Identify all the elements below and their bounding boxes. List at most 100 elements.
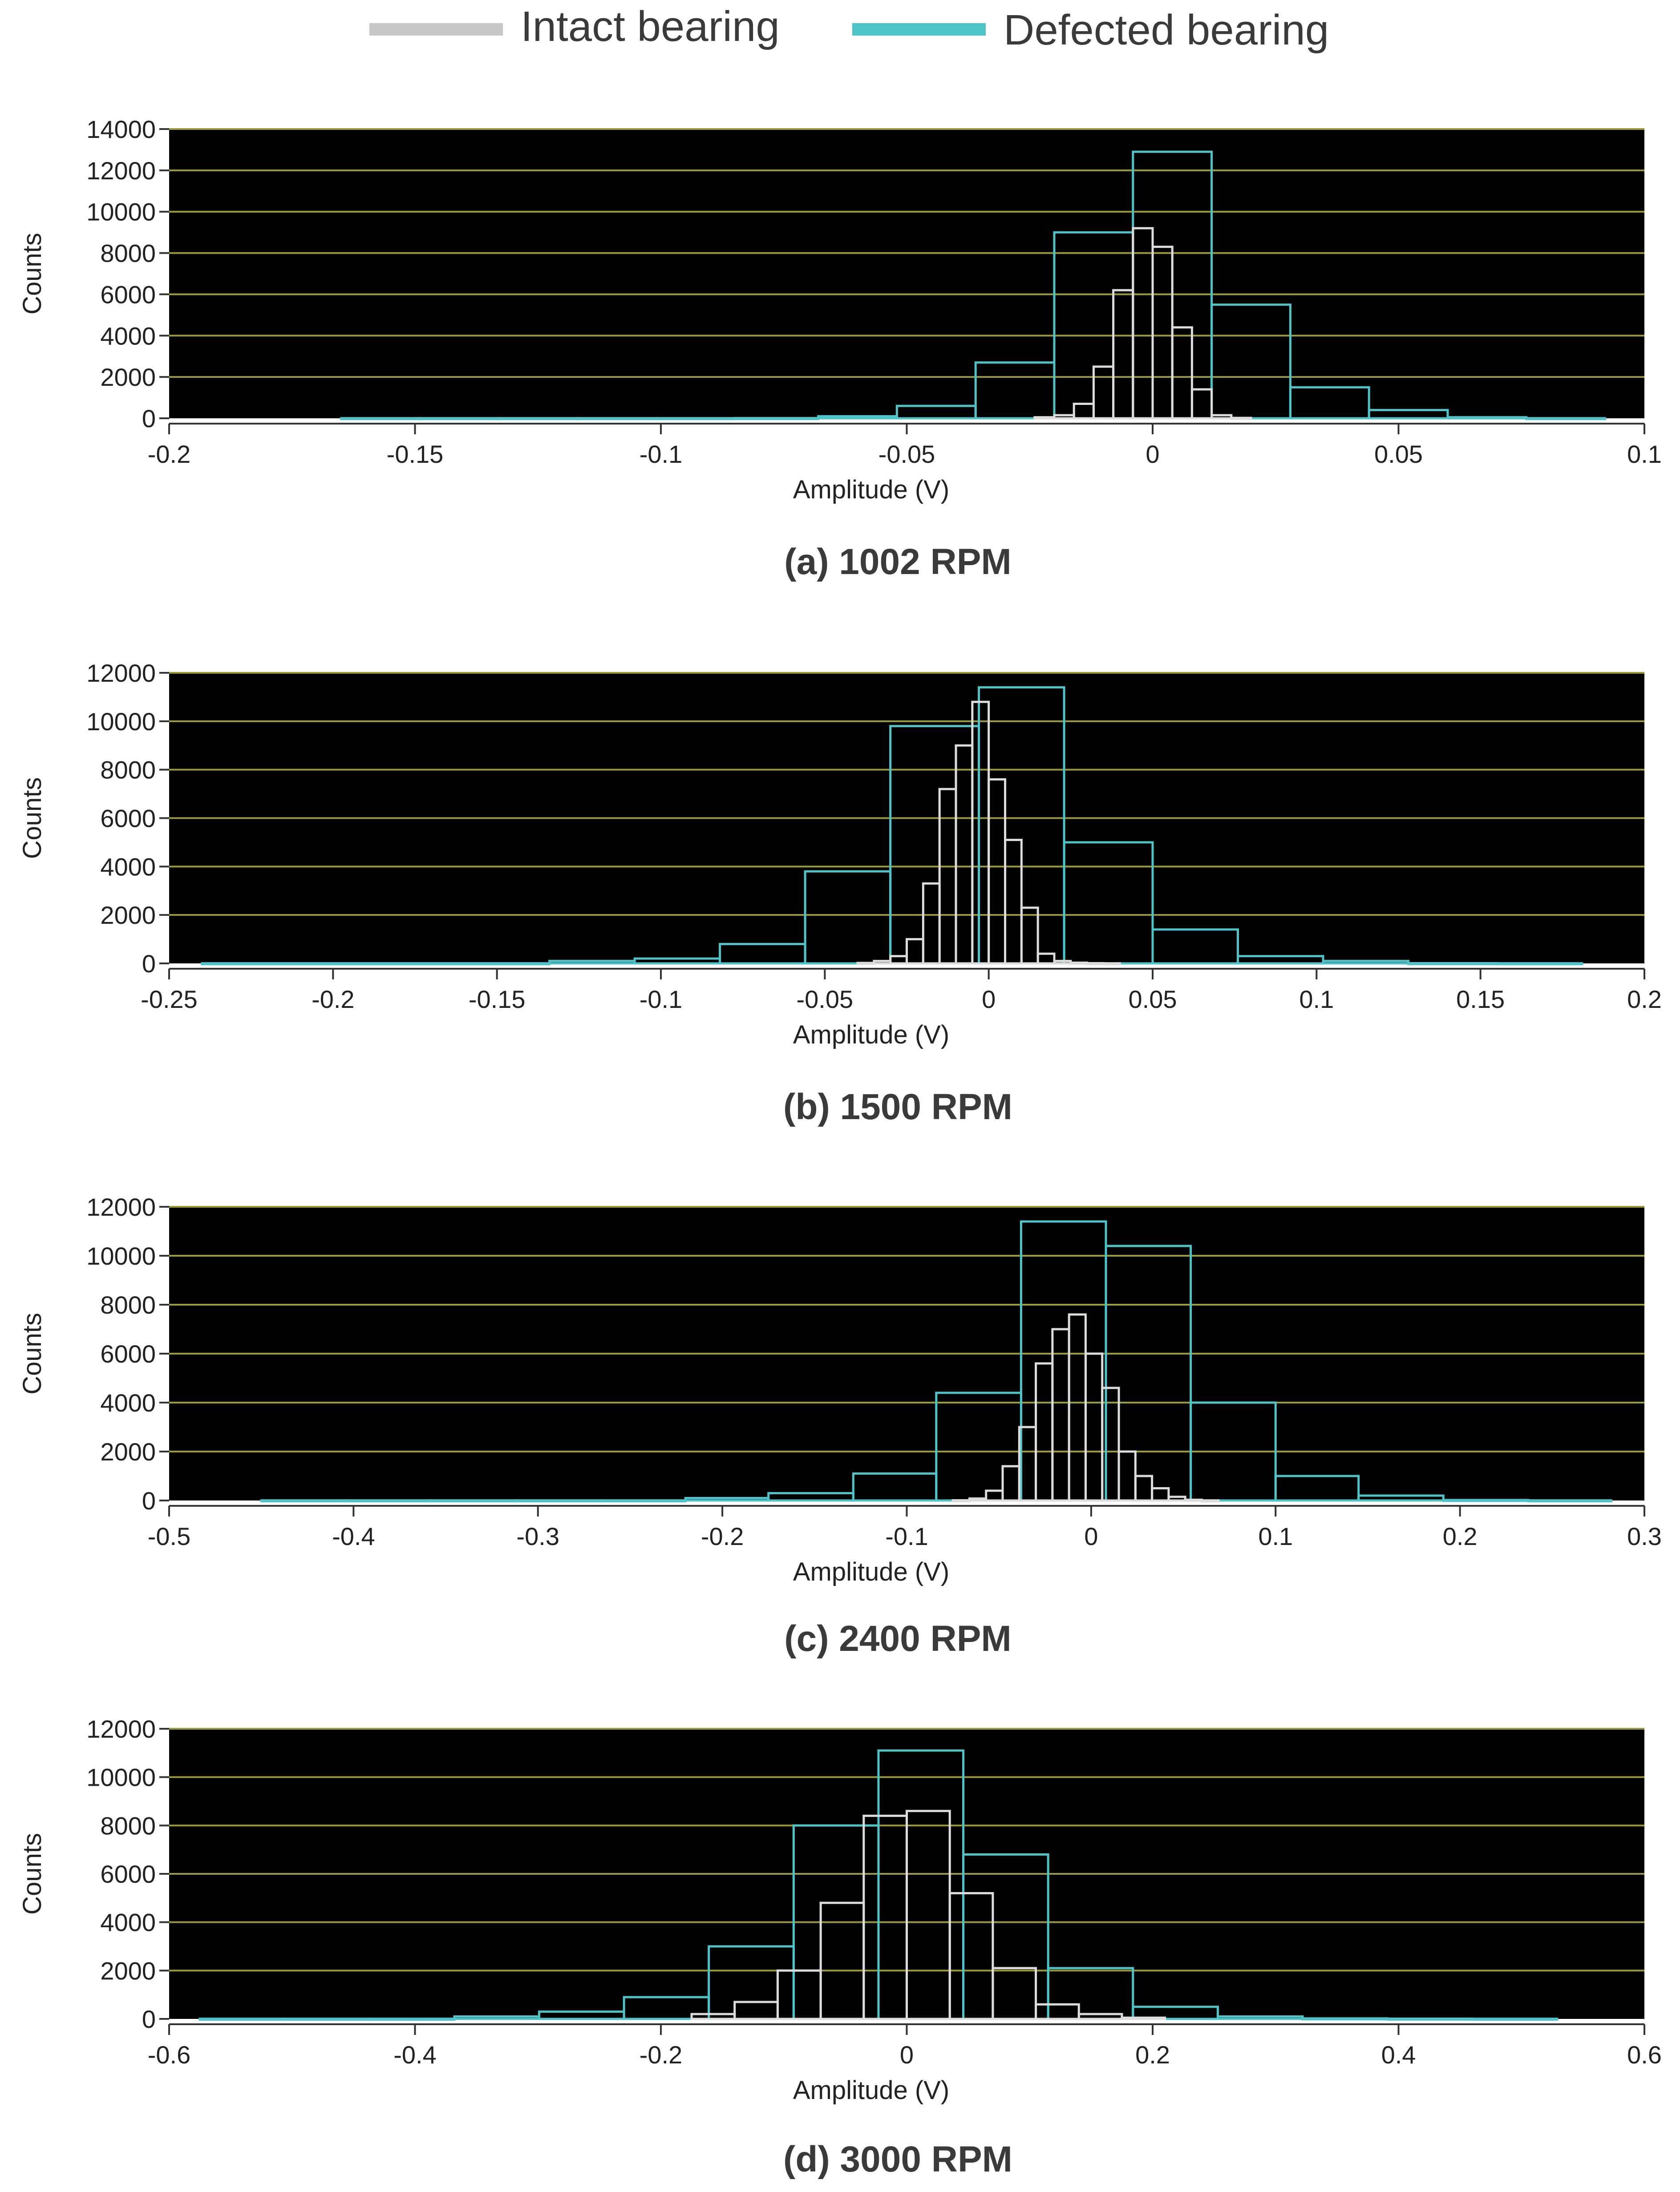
y-tick-label: 10000 bbox=[86, 198, 156, 226]
histogram-bar-intact bbox=[1151, 1487, 1170, 1502]
histogram-bar-defected bbox=[817, 415, 898, 420]
y-tick-label: 10000 bbox=[86, 1242, 156, 1270]
histogram-bar-defected bbox=[368, 2018, 456, 2021]
y-tick-label: 2000 bbox=[100, 1957, 156, 1985]
x-axis-label: Amplitude (V) bbox=[793, 1020, 949, 1049]
histogram-bar-defected bbox=[1407, 962, 1498, 965]
histogram-bar-defected bbox=[1496, 962, 1583, 966]
histogram-bar-defected bbox=[1525, 417, 1607, 421]
histogram-bar-intact bbox=[856, 962, 875, 965]
histogram-bar-defected bbox=[463, 962, 551, 966]
histogram-bar-defected bbox=[198, 2018, 286, 2021]
x-tick-label: 0.1 bbox=[1299, 985, 1334, 1013]
x-tick-label: 0.1 bbox=[1627, 440, 1662, 468]
y-tick-label: 14000 bbox=[86, 115, 156, 143]
histogram-bar-defected bbox=[1132, 2006, 1219, 2020]
histogram-bar-defected bbox=[374, 962, 466, 966]
histogram-bar-intact bbox=[1077, 2013, 1123, 2020]
histogram-bar-intact bbox=[1210, 414, 1233, 420]
histogram-bar-defected bbox=[1446, 416, 1528, 420]
x-tick-label: 0.05 bbox=[1374, 440, 1423, 468]
y-tick-label: 8000 bbox=[100, 1291, 156, 1319]
y-tick-label: 12000 bbox=[86, 659, 156, 687]
x-tick-label: -0.2 bbox=[640, 2041, 683, 2069]
x-tick-label: 0.1 bbox=[1258, 1522, 1293, 1550]
histogram-bar-defected bbox=[1237, 955, 1324, 965]
x-tick-label: -0.1 bbox=[640, 985, 683, 1013]
y-tick-label: 8000 bbox=[100, 756, 156, 784]
x-axis-label: Amplitude (V) bbox=[793, 475, 949, 504]
histogram-bar-defected bbox=[497, 417, 579, 421]
x-tick-label: 0.4 bbox=[1381, 2041, 1416, 2069]
panel-d: 0 2000 4000 6000 8000 10000 12000 -0.6 -0.4 -0.2 0… bbox=[18, 1715, 1662, 2180]
histogram-bar-defected bbox=[1274, 1475, 1360, 1502]
x-tick-label: -0.1 bbox=[885, 1522, 928, 1550]
y-tick-label: 0 bbox=[142, 2005, 156, 2033]
x-tick-label: -0.5 bbox=[148, 1522, 191, 1550]
histogram-bar-defected bbox=[1151, 928, 1239, 965]
x-tick-label: 0.05 bbox=[1129, 985, 1177, 1013]
y-tick-label: 4000 bbox=[100, 1389, 156, 1417]
x-tick-label: -0.05 bbox=[797, 985, 854, 1013]
histogram-bar-defected bbox=[1357, 1494, 1445, 1502]
y-tick-label: 4000 bbox=[100, 322, 156, 350]
histogram-bar-intact bbox=[1101, 1387, 1120, 1502]
x-tick-label: 0 bbox=[1084, 1522, 1098, 1550]
y-tick-label: 12000 bbox=[86, 1193, 156, 1221]
histogram-bar-defected bbox=[345, 1499, 432, 1503]
histogram-bar-defected bbox=[733, 417, 820, 421]
y-tick-label: 0 bbox=[142, 404, 156, 433]
histogram-bar-intact bbox=[1201, 1499, 1220, 1503]
panel-title: (b) 1500 RPM bbox=[783, 1087, 1012, 1127]
panel-title: (c) 2400 RPM bbox=[784, 1618, 1011, 1659]
x-tick-label: -0.2 bbox=[312, 985, 355, 1013]
x-tick-label: -0.25 bbox=[141, 985, 198, 1013]
legend-label-defected: Defected bearing bbox=[1004, 6, 1329, 54]
panel-c: 0 2000 4000 6000 8000 10000 12000 -0.5 -0.4 -0.3 -… bbox=[18, 1193, 1662, 1659]
histogram-bar-defected bbox=[1289, 386, 1370, 420]
histogram-bar-defected bbox=[340, 417, 421, 421]
y-tick-label: 2000 bbox=[100, 363, 156, 391]
histogram-bar-intact bbox=[1230, 417, 1252, 420]
histogram-bar-defected bbox=[514, 1499, 602, 1503]
x-tick-label: -0.15 bbox=[387, 440, 444, 468]
histogram-bar-defected bbox=[1190, 1401, 1277, 1502]
histogram-bar-intact bbox=[968, 1497, 988, 1502]
y-tick-label: 8000 bbox=[100, 239, 156, 267]
histogram-bar-defected bbox=[429, 1499, 517, 1503]
histogram-bar-intact bbox=[948, 1892, 994, 2020]
y-tick-label: 6000 bbox=[100, 280, 156, 308]
histogram-bar-defected bbox=[260, 1499, 348, 1503]
histogram-bar-intact bbox=[1036, 952, 1056, 965]
legend-label-intact: Intact bearing bbox=[521, 3, 780, 50]
legend-item-defected: Defected bearing bbox=[852, 6, 1329, 54]
histogram-bar-intact bbox=[1171, 326, 1193, 420]
x-tick-label: -0.4 bbox=[332, 1522, 375, 1550]
histogram-bar-defected bbox=[576, 417, 657, 421]
histogram-bar-defected bbox=[1527, 1499, 1612, 1503]
histogram-bar-intact bbox=[1035, 2003, 1080, 2020]
x-tick-label: 0.3 bbox=[1627, 1522, 1662, 1550]
histogram-bar-defected bbox=[1442, 1499, 1530, 1502]
y-axis-label: Counts bbox=[18, 233, 47, 315]
x-tick-label: 0.2 bbox=[1627, 985, 1662, 1013]
y-tick-label: 10000 bbox=[86, 1763, 156, 1792]
histogram-bar-intact bbox=[1033, 416, 1056, 420]
histogram-bar-defected bbox=[1386, 2017, 1474, 2021]
histogram-bar-intact bbox=[1020, 906, 1039, 965]
y-tick-label: 0 bbox=[142, 1487, 156, 1515]
x-axis-label: Amplitude (V) bbox=[793, 2076, 949, 2105]
y-tick-label: 8000 bbox=[100, 1812, 156, 1840]
y-tick-label: 6000 bbox=[100, 1860, 156, 1888]
histogram-bar-defected bbox=[289, 962, 377, 966]
histogram-bar-intact bbox=[951, 1499, 971, 1502]
y-tick-label: 10000 bbox=[86, 708, 156, 736]
x-tick-label: -0.2 bbox=[701, 1522, 744, 1550]
x-axis-label: Amplitude (V) bbox=[793, 1557, 949, 1586]
y-tick-label: 6000 bbox=[100, 805, 156, 833]
legend-item-intact: Intact bearing bbox=[369, 3, 780, 50]
x-tick-label: 0 bbox=[982, 985, 996, 1013]
histogram-bar-intact bbox=[1086, 962, 1105, 965]
x-tick-label: 0.2 bbox=[1135, 2041, 1170, 2069]
x-tick-label: 0.15 bbox=[1456, 985, 1505, 1013]
